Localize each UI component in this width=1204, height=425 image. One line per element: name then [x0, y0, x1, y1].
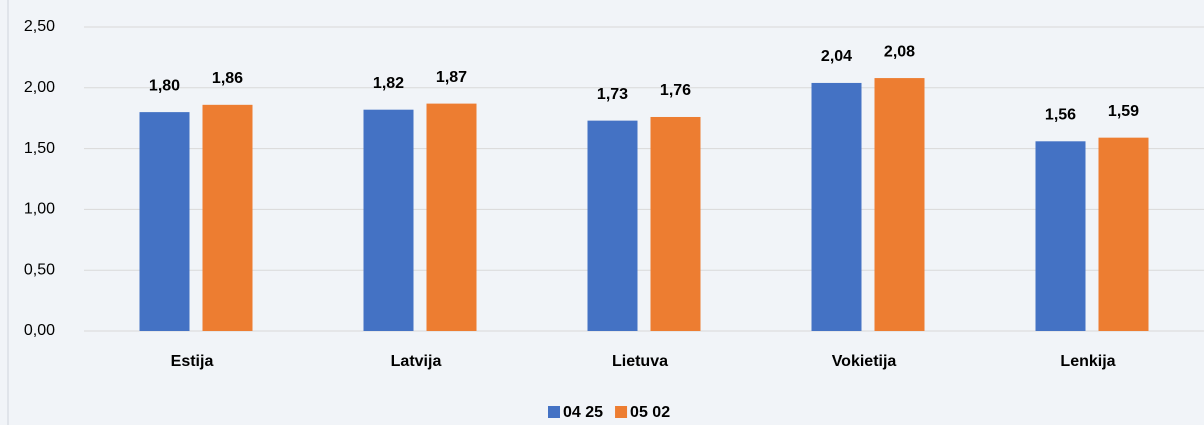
y-tick-label: 1,00	[24, 201, 55, 218]
value-label: 1,86	[212, 70, 243, 87]
bar	[1035, 141, 1086, 331]
bar	[874, 78, 925, 332]
value-label: 1,56	[1045, 107, 1076, 124]
y-tick-label: 2,50	[24, 18, 55, 35]
value-label: 1,59	[1108, 103, 1139, 120]
value-label: 1,87	[436, 69, 467, 86]
value-label: 2,04	[821, 48, 852, 65]
value-label: 1,76	[660, 82, 691, 99]
bar	[650, 116, 701, 331]
y-tick-label: 1,50	[24, 140, 55, 157]
value-label: 1,82	[373, 75, 404, 92]
bar	[426, 103, 477, 331]
y-tick-label: 0,00	[24, 322, 55, 339]
bar	[1098, 137, 1149, 331]
bar	[139, 112, 190, 332]
x-tick-label: Vokietija	[832, 353, 897, 370]
legend-swatch	[615, 406, 628, 418]
value-label: 2,08	[884, 43, 915, 60]
value-label: 1,80	[149, 77, 180, 94]
x-tick-label: Estija	[171, 353, 214, 370]
bar	[363, 109, 414, 331]
legend-label: 04 25	[563, 404, 603, 421]
legend-label: 05 02	[630, 404, 670, 421]
x-tick-label: Lietuva	[612, 353, 668, 370]
legend-swatch	[548, 406, 560, 418]
bar	[202, 104, 253, 331]
value-label: 1,73	[597, 86, 628, 103]
y-tick-label: 2,00	[24, 79, 55, 96]
bar	[811, 82, 862, 331]
y-tick-label: 0,50	[24, 261, 55, 278]
x-tick-label: Latvija	[391, 353, 442, 370]
x-tick-label: Lenkija	[1060, 353, 1115, 370]
bar	[587, 120, 638, 331]
